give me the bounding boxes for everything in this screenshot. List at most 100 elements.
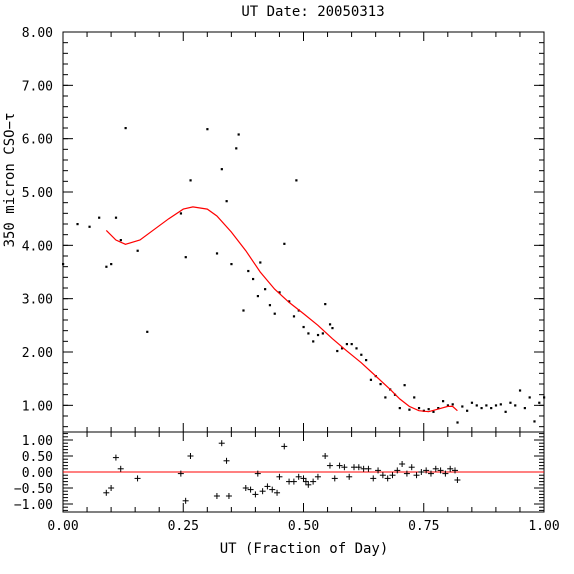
residual-point <box>375 467 382 474</box>
residual-point <box>177 470 184 477</box>
residual-point <box>454 477 461 483</box>
x-tick-label: 0.50 <box>288 519 319 534</box>
data-point <box>88 225 91 228</box>
data-point <box>105 265 108 268</box>
residual-point <box>274 489 281 496</box>
data-point <box>235 147 238 150</box>
data-point <box>324 303 327 306</box>
data-point <box>331 327 334 330</box>
data-point <box>480 407 483 410</box>
data-point <box>538 401 541 404</box>
data-point <box>288 300 291 303</box>
data-point <box>328 323 332 326</box>
residual-point <box>418 469 425 475</box>
data-point <box>321 332 324 335</box>
residual-point <box>112 454 119 461</box>
data-point <box>499 403 502 406</box>
residual-point <box>134 475 141 482</box>
data-point <box>184 256 187 259</box>
data-point <box>283 242 286 245</box>
data-point <box>350 343 353 346</box>
residual-point <box>432 465 439 472</box>
data-point <box>490 407 493 410</box>
data-point <box>119 239 122 242</box>
data-point <box>247 269 250 273</box>
y-tick-label: 1.00 <box>22 434 53 449</box>
x-tick-label: 0.75 <box>408 519 439 534</box>
y-tick-label: 3.00 <box>22 293 53 308</box>
residual-panel: −1.00−0.500.000.501.000.00 0.25 0.50 0.75 1.… <box>14 431 560 534</box>
data-point <box>136 249 139 252</box>
data-point <box>475 404 478 407</box>
residual-point <box>394 467 401 474</box>
data-point <box>523 407 526 410</box>
residual-point <box>269 486 276 493</box>
data-point <box>403 384 406 387</box>
residual-point <box>399 461 406 467</box>
residual-point <box>276 473 283 480</box>
data-point <box>206 128 209 131</box>
residual-point <box>213 493 220 499</box>
residual-point <box>452 467 459 474</box>
data-point <box>345 343 348 346</box>
residual-point <box>290 478 297 485</box>
plot-frame <box>62 31 545 433</box>
residual-point <box>384 475 391 482</box>
data-point <box>360 353 363 356</box>
data-point <box>220 168 223 171</box>
residual-point <box>242 485 249 491</box>
main-panel: 1.00 2.00 3.00 4.00 5.00 6.00 7.00 8.00 <box>22 26 546 433</box>
residual-point <box>322 453 329 459</box>
data-point <box>408 408 411 411</box>
data-point <box>528 396 531 399</box>
data-point <box>441 400 445 403</box>
y-tick-label: 5.00 <box>22 186 53 201</box>
y-tick-label: 2.00 <box>22 346 53 361</box>
data-point <box>466 409 469 412</box>
data-point <box>273 312 276 315</box>
y-tick-label: 1.00 <box>22 399 53 414</box>
y-tick-label: 0.00 <box>22 466 53 481</box>
chart-title: UT Date: 20050313 <box>241 4 384 20</box>
data-point <box>398 407 401 410</box>
residual-point <box>427 470 434 477</box>
data-point <box>146 330 149 333</box>
y-tick-label: 0.50 <box>22 450 53 465</box>
data-point <box>509 401 512 404</box>
residual-point <box>259 488 266 495</box>
data-point <box>230 263 233 266</box>
data-point <box>437 407 440 410</box>
y-tick-label: 4.00 <box>22 239 53 254</box>
data-point <box>417 407 421 410</box>
residual-point <box>281 443 288 450</box>
data-point <box>302 325 305 329</box>
residual-point <box>252 491 259 498</box>
residual-point <box>264 483 271 490</box>
residual-point <box>103 489 110 496</box>
residual-point <box>300 475 307 482</box>
data-point <box>215 252 219 255</box>
data-point <box>110 263 113 266</box>
y-tick-label: 6.00 <box>22 133 53 148</box>
residual-point <box>254 470 261 477</box>
data-point <box>62 263 65 266</box>
data-point <box>307 332 310 335</box>
residual-point <box>247 486 254 493</box>
data-point <box>179 212 183 215</box>
y-tick-label: 7.00 <box>22 79 53 94</box>
residual-point <box>117 465 124 472</box>
residual-point <box>447 465 454 472</box>
data-point <box>242 309 245 312</box>
y-tick-label: 8.00 <box>22 26 53 41</box>
data-point <box>189 179 192 182</box>
x-tick-label: 0.25 <box>168 519 199 534</box>
data-point <box>456 421 459 424</box>
data-point <box>259 261 262 264</box>
data-point <box>384 396 387 399</box>
data-point <box>504 410 507 413</box>
residual-point <box>225 493 232 499</box>
data-point <box>461 405 464 408</box>
residual-point <box>442 470 449 477</box>
data-point <box>316 333 320 337</box>
data-point <box>533 420 536 423</box>
